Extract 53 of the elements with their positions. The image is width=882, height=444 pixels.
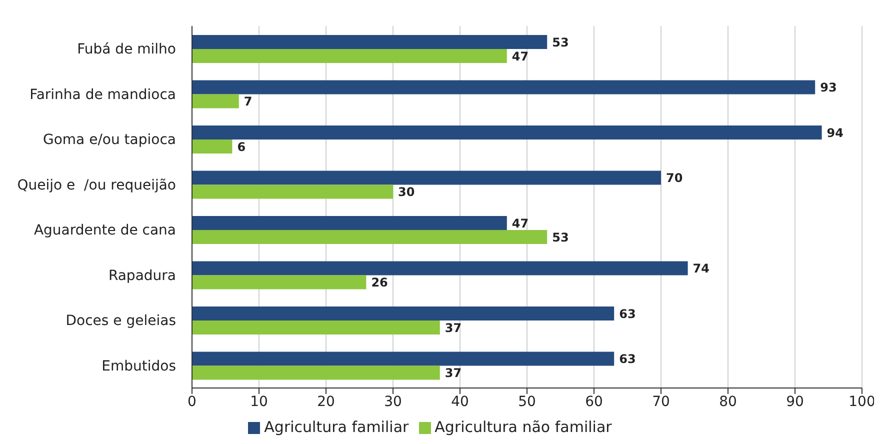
- bar: [192, 126, 822, 140]
- data-label: 70: [666, 171, 683, 186]
- bar: [192, 366, 440, 380]
- x-tick-label: 10: [250, 394, 268, 410]
- legend-label: Agricultura familiar: [264, 418, 409, 436]
- bar: [192, 170, 661, 185]
- x-tick-label: 30: [384, 394, 402, 410]
- data-label: 37: [444, 366, 462, 380]
- bar: [192, 80, 816, 94]
- data-label: 7: [244, 94, 252, 109]
- bar: [192, 320, 440, 335]
- bar: [192, 306, 614, 321]
- data-label: 74: [692, 262, 710, 276]
- data-label: 37: [444, 320, 462, 335]
- y-tick-label: Embutidos: [102, 358, 176, 374]
- data-label: 93: [820, 80, 837, 95]
- bar: [192, 35, 548, 50]
- data-label: 30: [398, 185, 415, 200]
- y-tick-label: Fubá de milho: [77, 42, 176, 58]
- bar: [192, 184, 393, 199]
- bar: [192, 49, 507, 64]
- y-tick-label: Doces e geleias: [66, 313, 176, 330]
- bar: [192, 230, 548, 244]
- x-tick-label: 100: [848, 394, 876, 410]
- x-tick-label: 70: [652, 394, 670, 410]
- bar: [192, 275, 366, 290]
- y-tick-label: Queijo e /ou requeijão: [17, 177, 176, 194]
- data-label: 47: [512, 216, 529, 230]
- data-label: 53: [552, 230, 569, 244]
- y-tick-label: Rapadura: [108, 268, 176, 284]
- data-label: 63: [619, 306, 636, 321]
- x-tick-label: 50: [518, 394, 536, 410]
- bar: [192, 216, 507, 230]
- x-tick-label: 60: [585, 394, 603, 410]
- data-label: 47: [512, 49, 529, 64]
- bar: [192, 94, 239, 108]
- y-tick-label: Farinha de mandioca: [30, 86, 176, 103]
- x-tick-label: 90: [786, 394, 804, 410]
- data-label: 53: [552, 35, 569, 50]
- legend-label: Agricultura não familiar: [434, 418, 612, 436]
- bar: [192, 261, 688, 276]
- data-label: 94: [826, 126, 844, 140]
- x-tick-label: 20: [317, 394, 335, 410]
- x-tick-label: 40: [451, 394, 469, 410]
- data-label: 63: [619, 352, 636, 366]
- data-label: 26: [371, 276, 388, 290]
- y-tick-label: Goma e/ou tapioca: [43, 132, 176, 148]
- data-label: 6: [237, 140, 246, 154]
- y-tick-label: Aguardente de cana: [34, 222, 176, 239]
- x-tick-label: 80: [719, 394, 737, 410]
- bar: [192, 140, 232, 154]
- x-tick-label: 0: [188, 394, 196, 410]
- bar: [192, 352, 614, 366]
